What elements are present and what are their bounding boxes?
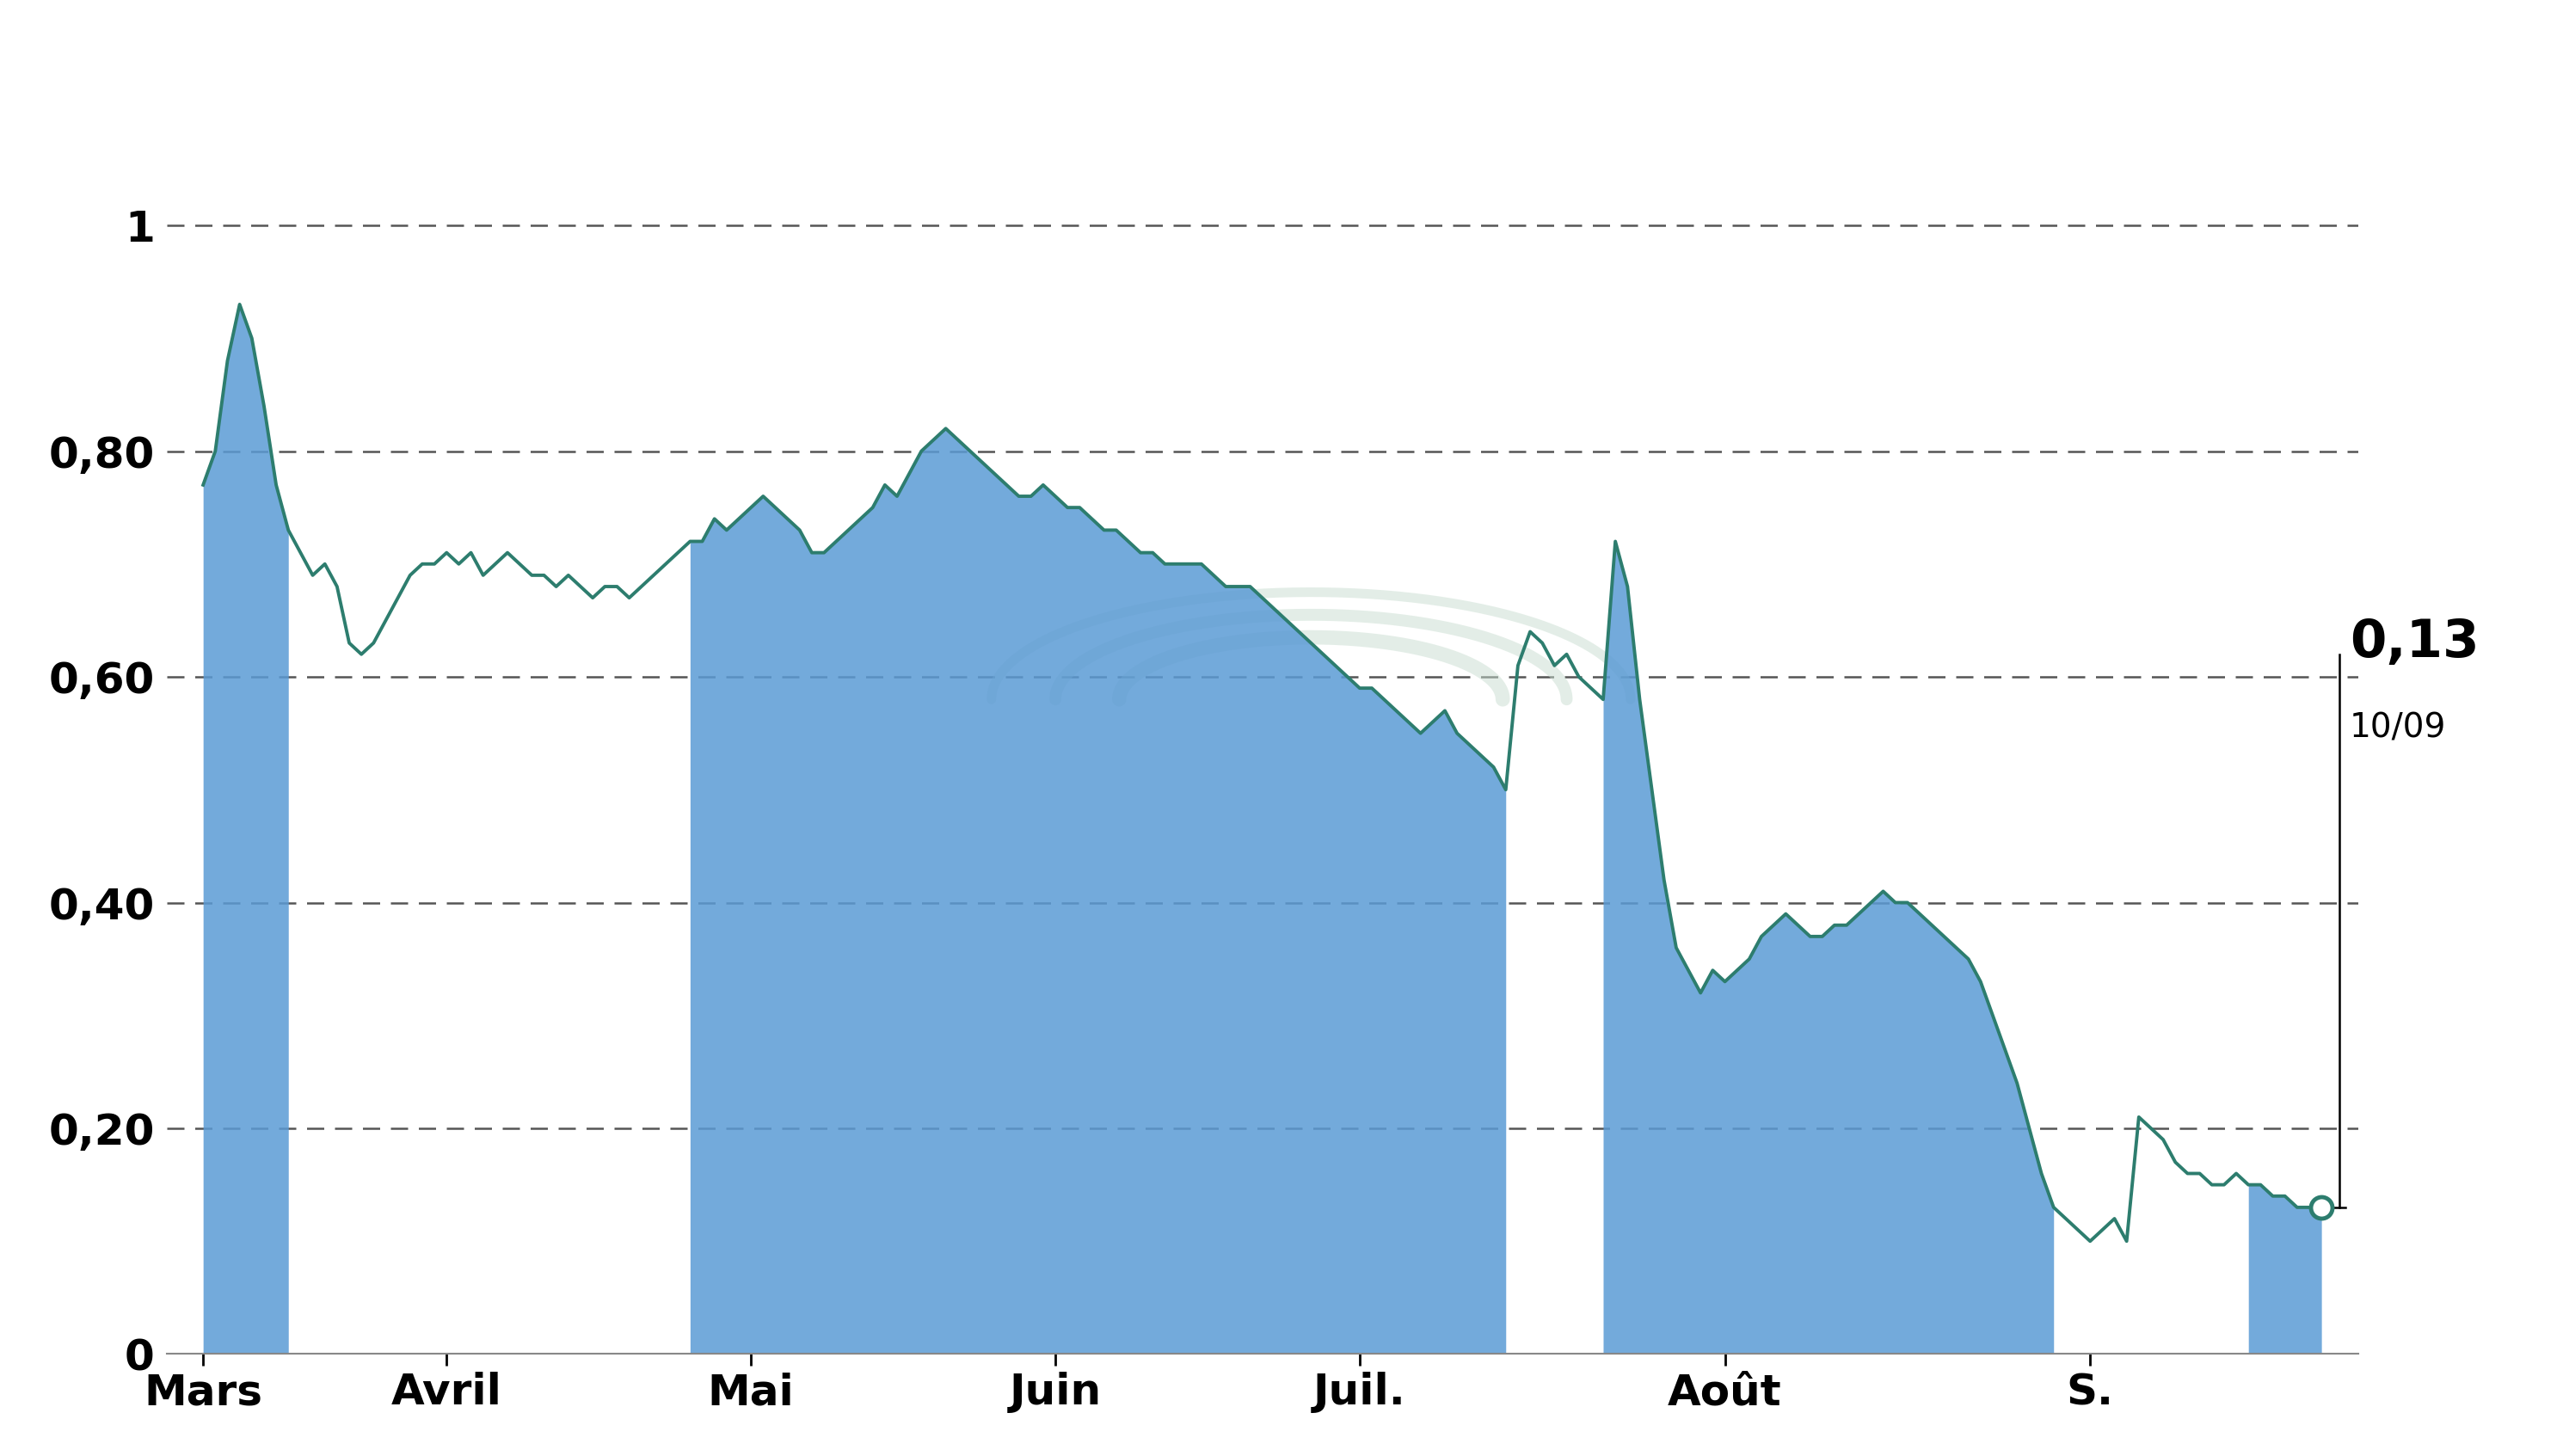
Text: 10/09: 10/09 [2350, 712, 2445, 744]
Text: Vicinity Motor Corp.: Vicinity Motor Corp. [756, 9, 1807, 100]
Text: 0,13: 0,13 [2350, 617, 2478, 668]
